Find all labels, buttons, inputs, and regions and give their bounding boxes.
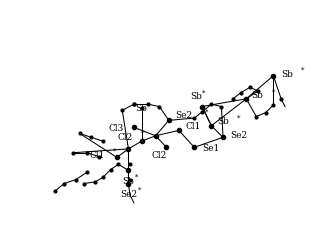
Text: Se2: Se2 bbox=[120, 190, 137, 199]
Text: Sb: Sb bbox=[136, 104, 147, 113]
Text: *: * bbox=[141, 130, 145, 138]
Text: Sb: Sb bbox=[252, 91, 264, 100]
Text: Cl3: Cl3 bbox=[109, 123, 124, 133]
Text: Cl1: Cl1 bbox=[89, 151, 104, 159]
Text: Se2: Se2 bbox=[230, 131, 247, 140]
Text: Sb: Sb bbox=[217, 117, 230, 126]
Text: Cl2: Cl2 bbox=[151, 151, 166, 160]
Text: Cl1: Cl1 bbox=[185, 122, 200, 131]
Text: *: * bbox=[113, 148, 117, 156]
Text: *: * bbox=[271, 88, 275, 96]
Text: *: * bbox=[237, 114, 241, 123]
Text: Se2: Se2 bbox=[175, 111, 192, 120]
Text: *: * bbox=[301, 67, 304, 75]
Text: Se1: Se1 bbox=[202, 144, 219, 153]
Text: *: * bbox=[205, 108, 208, 116]
Text: *: * bbox=[202, 90, 205, 98]
Text: *: * bbox=[134, 174, 138, 182]
Text: *: * bbox=[138, 186, 141, 194]
Text: Sb: Sb bbox=[190, 92, 202, 101]
Text: Sb: Sb bbox=[123, 177, 134, 186]
Text: Sb: Sb bbox=[281, 70, 293, 79]
Text: Cl2: Cl2 bbox=[117, 133, 132, 142]
